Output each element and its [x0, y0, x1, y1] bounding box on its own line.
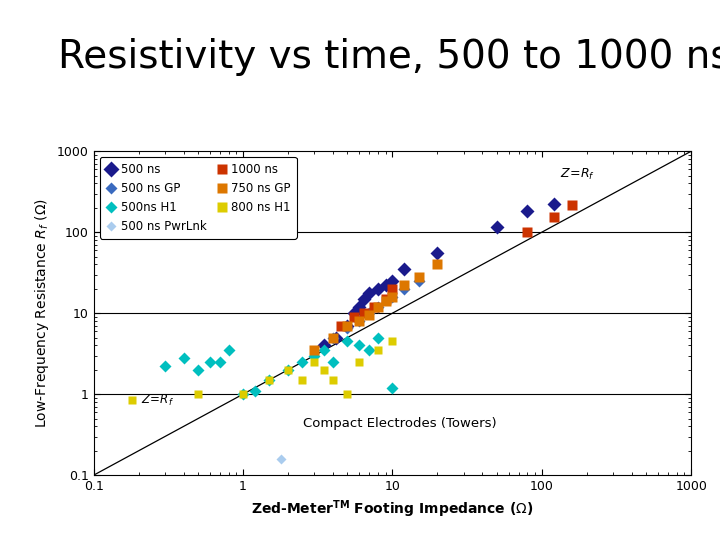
750 ns GP — [388, 293, 397, 300]
1000 ns — [349, 314, 358, 320]
Line: 500 ns GP: 500 ns GP — [329, 277, 423, 342]
750 ns GP — [328, 334, 337, 341]
500 ns GP — [343, 325, 352, 332]
500ns H1 — [194, 367, 202, 373]
800 ns H1 — [320, 367, 328, 373]
Text: $Z\!=\!R_f$: $Z\!=\!R_f$ — [141, 393, 174, 408]
500 ns — [382, 282, 390, 289]
800 ns H1 — [194, 391, 202, 397]
500ns H1 — [343, 338, 352, 345]
750 ns GP — [310, 347, 319, 353]
500ns H1 — [328, 359, 337, 365]
500ns H1 — [239, 391, 248, 397]
Line: 800 ns H1: 800 ns H1 — [127, 337, 397, 404]
750 ns GP — [400, 282, 408, 289]
500 ns — [549, 201, 558, 208]
1000 ns — [382, 296, 390, 302]
500ns H1 — [320, 347, 328, 353]
500ns H1 — [298, 359, 307, 365]
Text: Resistivity vs time, 500 to 1000 ns: Resistivity vs time, 500 to 1000 ns — [58, 38, 720, 76]
1000 ns — [336, 322, 345, 329]
500 ns — [320, 342, 328, 349]
1000 ns — [523, 229, 531, 235]
Legend: 500 ns, 500 ns GP, 500ns H1, 500 ns PwrLnk, 1000 ns, 750 ns GP, 800 ns H1: 500 ns, 500 ns GP, 500ns H1, 500 ns PwrL… — [99, 157, 297, 239]
500 ns GP — [328, 334, 337, 341]
800 ns H1 — [298, 377, 307, 383]
750 ns GP — [382, 298, 390, 305]
500ns H1 — [215, 359, 224, 365]
500 ns — [400, 266, 408, 272]
800 ns H1 — [355, 359, 364, 365]
500ns H1 — [365, 347, 374, 353]
Line: 750 ns GP: 750 ns GP — [310, 260, 442, 355]
500ns H1 — [388, 384, 397, 391]
800 ns H1 — [265, 377, 274, 383]
1000 ns — [360, 310, 369, 316]
500 ns — [523, 207, 531, 214]
750 ns GP — [415, 274, 423, 280]
Line: 500 ns: 500 ns — [320, 200, 559, 350]
500ns H1 — [161, 363, 169, 370]
500ns H1 — [179, 355, 188, 361]
500 ns GP — [400, 286, 408, 292]
800 ns H1 — [284, 367, 292, 373]
750 ns GP — [374, 303, 382, 310]
500 ns — [349, 310, 358, 316]
800 ns H1 — [388, 338, 397, 345]
500ns H1 — [374, 334, 382, 341]
500ns H1 — [224, 347, 233, 353]
500 ns GP — [388, 293, 397, 300]
800 ns H1 — [310, 359, 319, 365]
Y-axis label: Low-Frequency Resistance $R_f$ ($\Omega$): Low-Frequency Resistance $R_f$ ($\Omega$… — [33, 198, 51, 428]
500 ns — [360, 296, 369, 302]
1000 ns — [369, 303, 378, 310]
500 ns — [343, 322, 352, 329]
500 ns — [374, 286, 382, 292]
1000 ns — [388, 286, 397, 292]
1000 ns — [568, 202, 577, 208]
500 ns GP — [355, 318, 364, 325]
500 ns GP — [415, 278, 423, 284]
500ns H1 — [310, 352, 319, 359]
500 ns — [433, 250, 441, 256]
750 ns GP — [365, 312, 374, 318]
1000 ns — [549, 213, 558, 220]
500 ns — [365, 289, 374, 296]
500 ns GP — [365, 310, 374, 316]
750 ns GP — [355, 318, 364, 325]
Text: $Z\!=\!R_f$: $Z\!=\!R_f$ — [559, 167, 595, 183]
750 ns GP — [433, 261, 441, 268]
500ns H1 — [251, 388, 259, 394]
800 ns H1 — [374, 347, 382, 353]
500ns H1 — [265, 377, 274, 383]
Text: Compact Electrodes (Towers): Compact Electrodes (Towers) — [302, 416, 496, 430]
500ns H1 — [205, 359, 214, 365]
800 ns H1 — [343, 391, 352, 397]
800 ns H1 — [328, 377, 337, 383]
500ns H1 — [284, 367, 292, 373]
Line: 1000 ns: 1000 ns — [336, 200, 577, 330]
800 ns H1 — [127, 397, 136, 403]
500 ns — [332, 334, 341, 341]
X-axis label: Zed-Meter$^\mathregular{TM}$ Footing Impedance ($\Omega$): Zed-Meter$^\mathregular{TM}$ Footing Imp… — [251, 498, 534, 520]
500ns H1 — [355, 342, 364, 349]
500 ns — [492, 224, 501, 231]
750 ns GP — [343, 322, 352, 329]
Line: 500ns H1: 500ns H1 — [161, 333, 397, 399]
500 ns — [355, 303, 364, 310]
500 ns GP — [374, 303, 382, 310]
800 ns H1 — [239, 391, 248, 397]
500 ns — [388, 278, 397, 284]
